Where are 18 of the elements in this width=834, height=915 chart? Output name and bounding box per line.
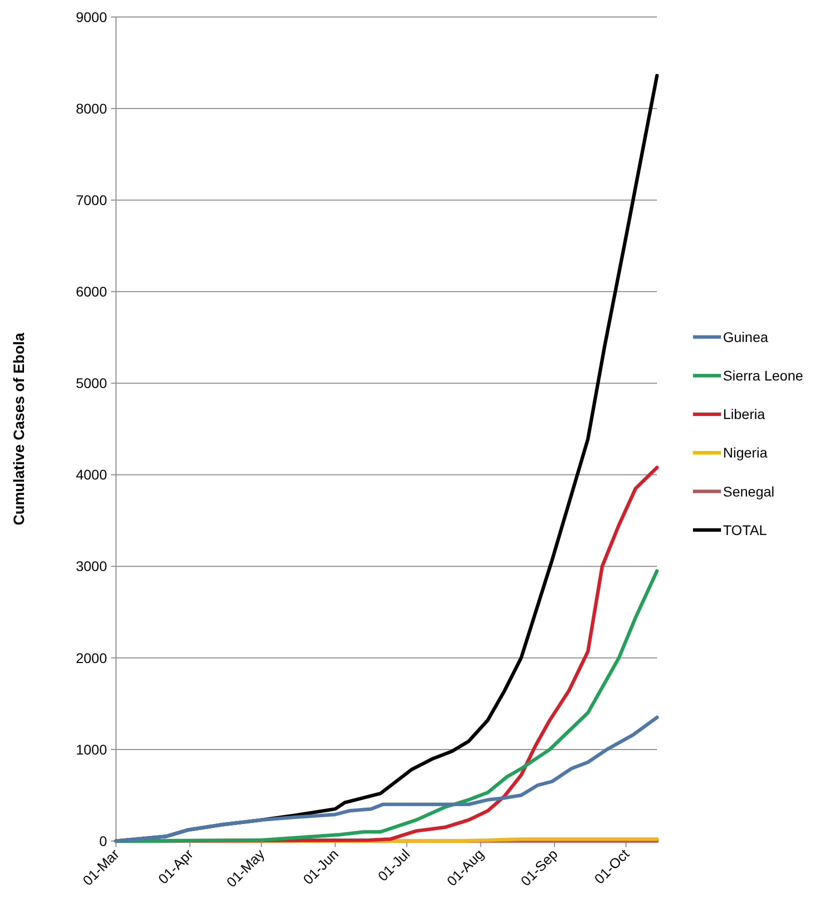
y-tick-label: 8000 xyxy=(76,100,108,116)
legend-label: Liberia xyxy=(723,406,766,422)
legend-label: Guinea xyxy=(723,328,768,345)
y-tick-label: 3000 xyxy=(76,558,108,574)
y-tick-label: 2000 xyxy=(76,650,108,666)
legend-label: Nigeria xyxy=(723,444,768,461)
y-tick-label: 4000 xyxy=(76,466,108,483)
y-tick-label: 5000 xyxy=(76,375,108,392)
y-tick-label: 9000 xyxy=(76,8,108,25)
y-tick-label: 1000 xyxy=(76,741,108,758)
legend-label: Sierra Leone xyxy=(723,368,804,384)
y-axis-title: Cumulative Cases of Ebola xyxy=(11,332,28,526)
y-tick-label: 0 xyxy=(99,832,108,849)
legend-label: TOTAL xyxy=(723,522,768,538)
legend-label: Senegal xyxy=(723,483,774,500)
line-series xyxy=(114,716,659,843)
y-tick-label: 6000 xyxy=(76,284,108,300)
y-tick-label: 7000 xyxy=(76,192,108,208)
